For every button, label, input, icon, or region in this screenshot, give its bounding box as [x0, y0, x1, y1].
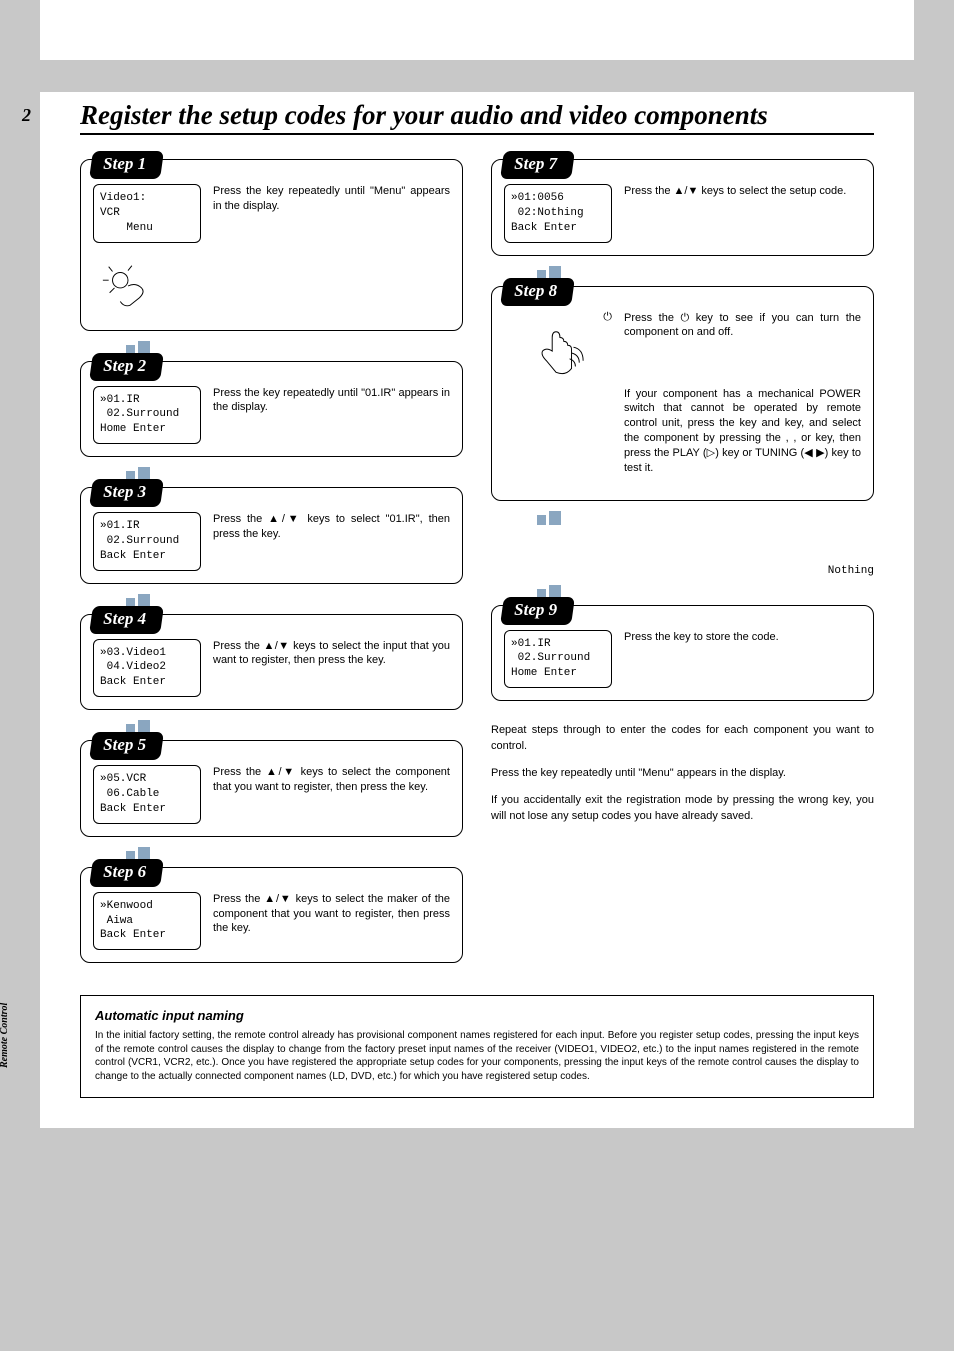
- step-text: If your component has a mechanical POWER…: [624, 387, 861, 476]
- step-body: »01:0056 02:Nothing Back Enter Press the…: [504, 184, 861, 243]
- step-body: »01.IR 02.Surround Back Enter Press the …: [93, 512, 450, 571]
- step-badge: Step 8: [500, 278, 575, 306]
- step-box-2: Step 2 »01.IR 02.Surround Home Enter Pre…: [80, 361, 463, 458]
- right-column: Step 7 »01:0056 02:Nothing Back Enter Pr…: [491, 159, 874, 973]
- step-text: Press the key to store the code.: [624, 630, 861, 645]
- step-body: »05.VCR 06.Cable Back Enter Press the ▲/…: [93, 765, 450, 824]
- connector-icon: [537, 509, 563, 525]
- step-box-3: Step 3 »01.IR 02.Surround Back Enter Pre…: [80, 487, 463, 584]
- step-badge: Step 1: [89, 151, 164, 179]
- step-box-8: Step 8 ⏻ Press the ⏻ key to see if you c…: [491, 286, 874, 501]
- tail-paragraph: Press the key repeatedly until "Menu" ap…: [491, 766, 874, 781]
- step-box-6: Step 6 »Kenwood Aiwa Back Enter Press th…: [80, 867, 463, 964]
- step-body: ⏻ Press the ⏻ key to see if you can turn…: [504, 311, 861, 385]
- note-box: Automatic input naming In the initial fa…: [80, 995, 874, 1098]
- lcd-display: »Kenwood Aiwa Back Enter: [93, 892, 201, 951]
- step-body: »03.Video1 04.Video2 Back Enter Press th…: [93, 639, 450, 698]
- lcd-display: »01.IR 02.Surround Home Enter: [93, 386, 201, 445]
- step-badge: Step 5: [89, 732, 164, 760]
- step-text: Press the ⏻ key to see if you can turn t…: [624, 311, 861, 341]
- note-body: In the initial factory setting, the remo…: [95, 1029, 859, 1083]
- step-box-9: Step 9 »01.IR 02.Surround Home Enter Pre…: [491, 605, 874, 702]
- step-badge: Step 2: [89, 353, 164, 381]
- step-badge: Step 4: [89, 606, 164, 634]
- page: 2 Remote Control Register the setup code…: [40, 0, 914, 1128]
- lcd-display: »03.Video1 04.Video2 Back Enter: [93, 639, 201, 698]
- lcd-display: »01:0056 02:Nothing Back Enter: [504, 184, 612, 243]
- spacer: [504, 385, 612, 476]
- step-badge: Step 3: [89, 479, 164, 507]
- step-text: Press the ▲/▼ keys to select the input t…: [213, 639, 450, 669]
- step-badge: Step 7: [500, 151, 575, 179]
- step-text: Press the ▲/▼ keys to select "01.IR", th…: [213, 512, 450, 542]
- lcd-display: »05.VCR 06.Cable Back Enter: [93, 765, 201, 824]
- nothing-label: Nothing: [491, 565, 874, 577]
- step8-extra: If your component has a mechanical POWER…: [504, 385, 861, 476]
- step-badge: Step 6: [89, 859, 164, 887]
- step-body: Video1: VCR Menu Press the key repeatedl…: [93, 184, 450, 243]
- side-label: Remote Control: [0, 1003, 10, 1068]
- step-body: »01.IR 02.Surround Home Enter Press the …: [93, 386, 450, 445]
- note-title: Automatic input naming: [95, 1008, 859, 1023]
- step-text: Press the ▲/▼ keys to select the compone…: [213, 765, 450, 795]
- lcd-display: Video1: VCR Menu: [93, 184, 201, 243]
- step-box-4: Step 4 »03.Video1 04.Video2 Back Enter P…: [80, 614, 463, 711]
- step-badge: Step 9: [500, 597, 575, 625]
- step-box-5: Step 5 »05.VCR 06.Cable Back Enter Press…: [80, 740, 463, 837]
- step-text: Press the ▲/▼ keys to select the setup c…: [624, 184, 861, 199]
- lcd-display: »01.IR 02.Surround Home Enter: [504, 630, 612, 689]
- power-press-icon: ⏻: [504, 311, 612, 385]
- content-columns: Step 1 Video1: VCR Menu Press the key re…: [40, 159, 914, 973]
- tail-paragraph: If you accidentally exit the registratio…: [491, 793, 874, 824]
- step-body: »Kenwood Aiwa Back Enter Press the ▲/▼ k…: [93, 892, 450, 951]
- hand-icon: [99, 257, 450, 318]
- step-text: Press the key repeatedly until "01.IR" a…: [213, 386, 450, 416]
- page-number: 2: [22, 105, 31, 126]
- page-title: Register the setup codes for your audio …: [80, 100, 874, 135]
- step-body: »01.IR 02.Surround Home Enter Press the …: [504, 630, 861, 689]
- lcd-display: »01.IR 02.Surround Back Enter: [93, 512, 201, 571]
- tail-paragraph: Repeat steps through to enter the codes …: [491, 723, 874, 754]
- step-text: Press the key repeatedly until "Menu" ap…: [213, 184, 450, 214]
- step-text: Press the ▲/▼ keys to select the maker o…: [213, 892, 450, 937]
- step-box-1: Step 1 Video1: VCR Menu Press the key re…: [80, 159, 463, 331]
- spacer: [491, 531, 874, 565]
- spacer: [491, 711, 874, 723]
- left-column: Step 1 Video1: VCR Menu Press the key re…: [80, 159, 463, 973]
- header-stripe: [0, 60, 954, 92]
- step-box-7: Step 7 »01:0056 02:Nothing Back Enter Pr…: [491, 159, 874, 256]
